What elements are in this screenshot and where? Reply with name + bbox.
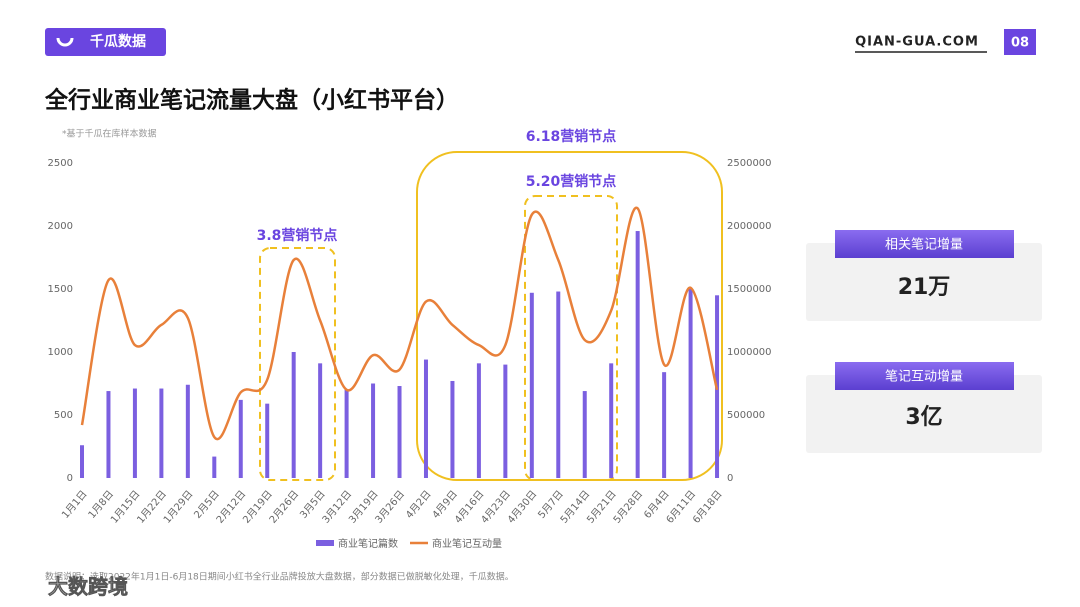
y2-tick-label: 1500000 bbox=[727, 284, 772, 295]
watermark: 大数跨境 bbox=[48, 575, 128, 599]
highlight-box bbox=[524, 195, 618, 481]
highlight-box bbox=[259, 247, 336, 481]
logo-text: 千瓜数据 bbox=[90, 33, 146, 50]
bar bbox=[159, 388, 164, 478]
y-tick-label: 2500 bbox=[48, 158, 73, 169]
card-header bbox=[835, 230, 1014, 258]
x-tick-label: 4月2日 bbox=[403, 488, 433, 521]
card bbox=[806, 375, 1042, 453]
bar bbox=[450, 380, 455, 478]
y2-tick-label: 0 bbox=[727, 473, 733, 484]
legend-swatch bbox=[316, 540, 334, 546]
bar bbox=[423, 359, 428, 478]
card-label: 相关笔记增量 bbox=[885, 237, 963, 253]
logo-box bbox=[45, 28, 166, 56]
bar bbox=[503, 364, 508, 478]
bar bbox=[80, 445, 84, 478]
bar bbox=[238, 399, 243, 478]
y-tick-label: 500 bbox=[54, 410, 73, 421]
bar bbox=[556, 291, 561, 478]
line bbox=[80, 206, 719, 441]
bar bbox=[185, 384, 190, 478]
bar bbox=[212, 456, 217, 478]
bar bbox=[635, 231, 640, 478]
bar bbox=[662, 372, 667, 478]
highlight-box bbox=[416, 151, 723, 481]
y2-tick-label: 2000000 bbox=[727, 221, 772, 232]
y2-tick-label: 500000 bbox=[727, 410, 765, 421]
bar bbox=[106, 391, 111, 478]
site: QIAN-GUA.COM bbox=[855, 35, 979, 50]
logo-icon bbox=[56, 37, 74, 47]
bar bbox=[344, 389, 349, 478]
note: *基于千瓜在库样本数据 bbox=[62, 128, 157, 140]
y-tick-label: 0 bbox=[67, 473, 73, 484]
bar bbox=[609, 363, 614, 478]
plot: 0 500 1000 1500 2000 2500 0 500000 1000000 150000… bbox=[48, 158, 772, 550]
legend-label: 商业笔记篇数 bbox=[338, 537, 398, 550]
y-tick-label: 2000 bbox=[48, 221, 73, 232]
page-number: 08 bbox=[1011, 36, 1029, 51]
bar bbox=[318, 363, 323, 478]
annotation: 3.8营销节点 bbox=[257, 227, 338, 244]
annotation: 6.18营销节点 bbox=[526, 128, 617, 145]
card-header bbox=[835, 362, 1014, 390]
bar bbox=[291, 352, 296, 478]
bar bbox=[582, 391, 587, 478]
card-label: 笔记互动增量 bbox=[885, 369, 963, 385]
card bbox=[806, 243, 1042, 321]
bar bbox=[265, 403, 270, 478]
y-tick-label: 1500 bbox=[48, 284, 73, 295]
card-value: 21万 bbox=[898, 275, 951, 300]
annotation: 5.20营销节点 bbox=[526, 173, 617, 190]
card-value: 3亿 bbox=[905, 405, 942, 430]
bar bbox=[476, 363, 481, 478]
bar bbox=[371, 383, 376, 478]
page-box bbox=[1004, 29, 1036, 55]
bar bbox=[397, 386, 402, 478]
bar bbox=[529, 292, 534, 478]
legend-label: 商业笔记互动量 bbox=[432, 537, 502, 550]
chart-title: 全行业商业笔记流量大盘（小红书平台） bbox=[44, 87, 459, 114]
y2-tick-label: 2500000 bbox=[727, 158, 772, 169]
x-tick-label: 1月1日 bbox=[59, 488, 89, 521]
bar bbox=[132, 388, 137, 478]
y2-tick-label: 1000000 bbox=[727, 347, 772, 358]
bar bbox=[688, 289, 693, 478]
y-tick-label: 1000 bbox=[48, 347, 73, 358]
source: 数据说明：选取2022年1月1日-6月18日期间小红书全行业品牌投放大盘数据，部… bbox=[45, 571, 514, 583]
